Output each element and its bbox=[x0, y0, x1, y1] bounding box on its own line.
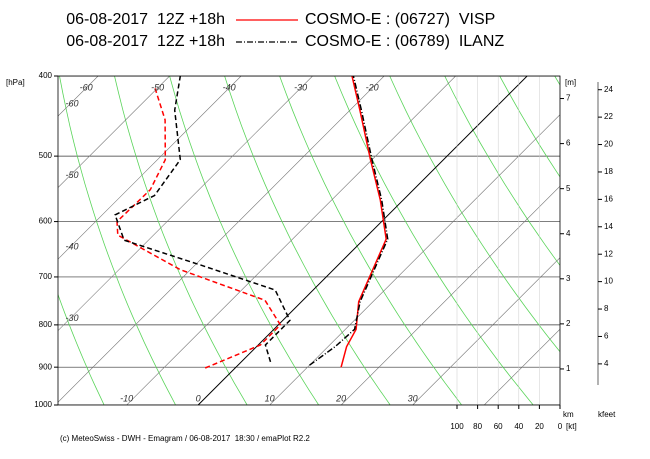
dry-adiabat bbox=[0, 76, 33, 405]
wind-tick-label: 100 bbox=[450, 422, 464, 431]
legend-run: 06-08-2017 12Z +18h bbox=[66, 33, 225, 50]
isotherm-label-left: -60 bbox=[65, 98, 78, 108]
y-tick-label: 700 bbox=[39, 272, 53, 281]
dry-adiabat bbox=[114, 76, 248, 405]
y-tick-label: 500 bbox=[39, 151, 53, 160]
km-tick-label: 7 bbox=[566, 94, 571, 103]
y-tick-label: 1000 bbox=[34, 400, 52, 409]
km-tick-label: 1 bbox=[566, 364, 571, 373]
wind-unit: [kt] bbox=[566, 422, 577, 431]
km-tick-label: 4 bbox=[566, 229, 571, 238]
km-tick-label: 6 bbox=[566, 139, 571, 148]
feet-tick-label: 10 bbox=[604, 277, 613, 286]
isotherm bbox=[340, 185, 560, 405]
profiles bbox=[114, 76, 389, 369]
wind-tick-label: 80 bbox=[473, 422, 482, 431]
km-tick-label: 3 bbox=[566, 274, 571, 283]
dry-adiabat bbox=[169, 76, 320, 405]
feet-tick-label: 18 bbox=[604, 167, 613, 176]
isotherm bbox=[58, 76, 99, 117]
isotherm-label-left: -40 bbox=[65, 241, 78, 251]
dry-adiabat bbox=[444, 76, 560, 267]
temperature-line bbox=[309, 76, 389, 366]
x-tick-label: -10 bbox=[120, 393, 133, 403]
isotherm-label-top: -40 bbox=[223, 82, 236, 92]
feet-tick-label: 16 bbox=[604, 194, 613, 203]
isotherm-label-top: -60 bbox=[80, 82, 93, 92]
y-tick-label: 800 bbox=[39, 320, 53, 329]
feet-tick-label: 20 bbox=[604, 140, 613, 149]
isotherm-label-top: -50 bbox=[151, 82, 164, 92]
feet-tick-label: 14 bbox=[604, 222, 613, 231]
feet-tick-label: 8 bbox=[604, 304, 609, 313]
dry-adiabat bbox=[224, 76, 391, 405]
feet-tick-label: 6 bbox=[604, 332, 609, 341]
legend-run: 06-08-2017 12Z +18h bbox=[66, 11, 225, 28]
wind-tick-label: 40 bbox=[514, 422, 523, 431]
y-tick-label: 900 bbox=[39, 362, 53, 371]
footer: (c) MeteoSwiss - DWH - Emagram / 06-08-2… bbox=[60, 434, 310, 443]
km-unit: [m] bbox=[565, 78, 576, 87]
dry-adiabat bbox=[499, 76, 560, 178]
isotherm-label-left: -50 bbox=[65, 170, 78, 180]
isotherm bbox=[58, 76, 313, 332]
isotherm bbox=[58, 76, 385, 403]
dry-adiabat bbox=[279, 76, 463, 405]
x-tick-label: 10 bbox=[265, 393, 275, 403]
isotherm bbox=[58, 76, 242, 260]
dry-adiabat bbox=[58, 293, 105, 405]
plot-frame bbox=[57, 75, 561, 406]
x-tick-label: 30 bbox=[408, 393, 418, 403]
dry-adiabat bbox=[554, 76, 560, 86]
isotherm-label-top: -20 bbox=[366, 82, 379, 92]
wind-tick-label: 0 bbox=[558, 422, 563, 431]
legend-name: COSMO-E : (06789) ILANZ bbox=[305, 33, 504, 50]
y-tick-label: 600 bbox=[39, 217, 53, 226]
isotherm bbox=[0, 76, 27, 405]
isotherm bbox=[58, 76, 170, 189]
x-tick-label: 20 bbox=[335, 393, 346, 403]
isotherm bbox=[269, 114, 560, 405]
feet-tick-label: 12 bbox=[604, 249, 613, 258]
y-unit: [hPa] bbox=[6, 78, 25, 87]
km-tick-label: 2 bbox=[566, 319, 571, 328]
isotherm bbox=[126, 76, 456, 405]
feet-tick-label: 22 bbox=[604, 112, 613, 121]
isotherm-label-left: -30 bbox=[65, 313, 78, 323]
dry-adiabat bbox=[59, 76, 176, 405]
y-tick-label: 400 bbox=[39, 71, 53, 80]
dewpoint-line bbox=[114, 76, 291, 363]
isotherm bbox=[197, 76, 528, 405]
isotherm bbox=[483, 328, 560, 405]
km-tick-label: 5 bbox=[566, 184, 571, 193]
isotherm bbox=[412, 257, 560, 405]
isotherm-label-top: -30 bbox=[294, 82, 307, 92]
wind-tick-label: 20 bbox=[535, 422, 544, 431]
dry-adiabat bbox=[610, 76, 650, 405]
feet-tick-label: 4 bbox=[604, 359, 609, 368]
km-label: km bbox=[563, 410, 574, 419]
dewpoint-line bbox=[116, 88, 282, 369]
x-tick-label: 0 bbox=[196, 393, 201, 403]
feet-label: kfeet bbox=[598, 410, 616, 419]
feet-tick-label: 24 bbox=[604, 85, 613, 94]
legend-name: COSMO-E : (06727) VISP bbox=[305, 11, 495, 28]
grid bbox=[0, 76, 650, 405]
wind-tick-label: 60 bbox=[494, 422, 503, 431]
dry-adiabat bbox=[389, 76, 560, 353]
temperature-line bbox=[340, 76, 387, 368]
